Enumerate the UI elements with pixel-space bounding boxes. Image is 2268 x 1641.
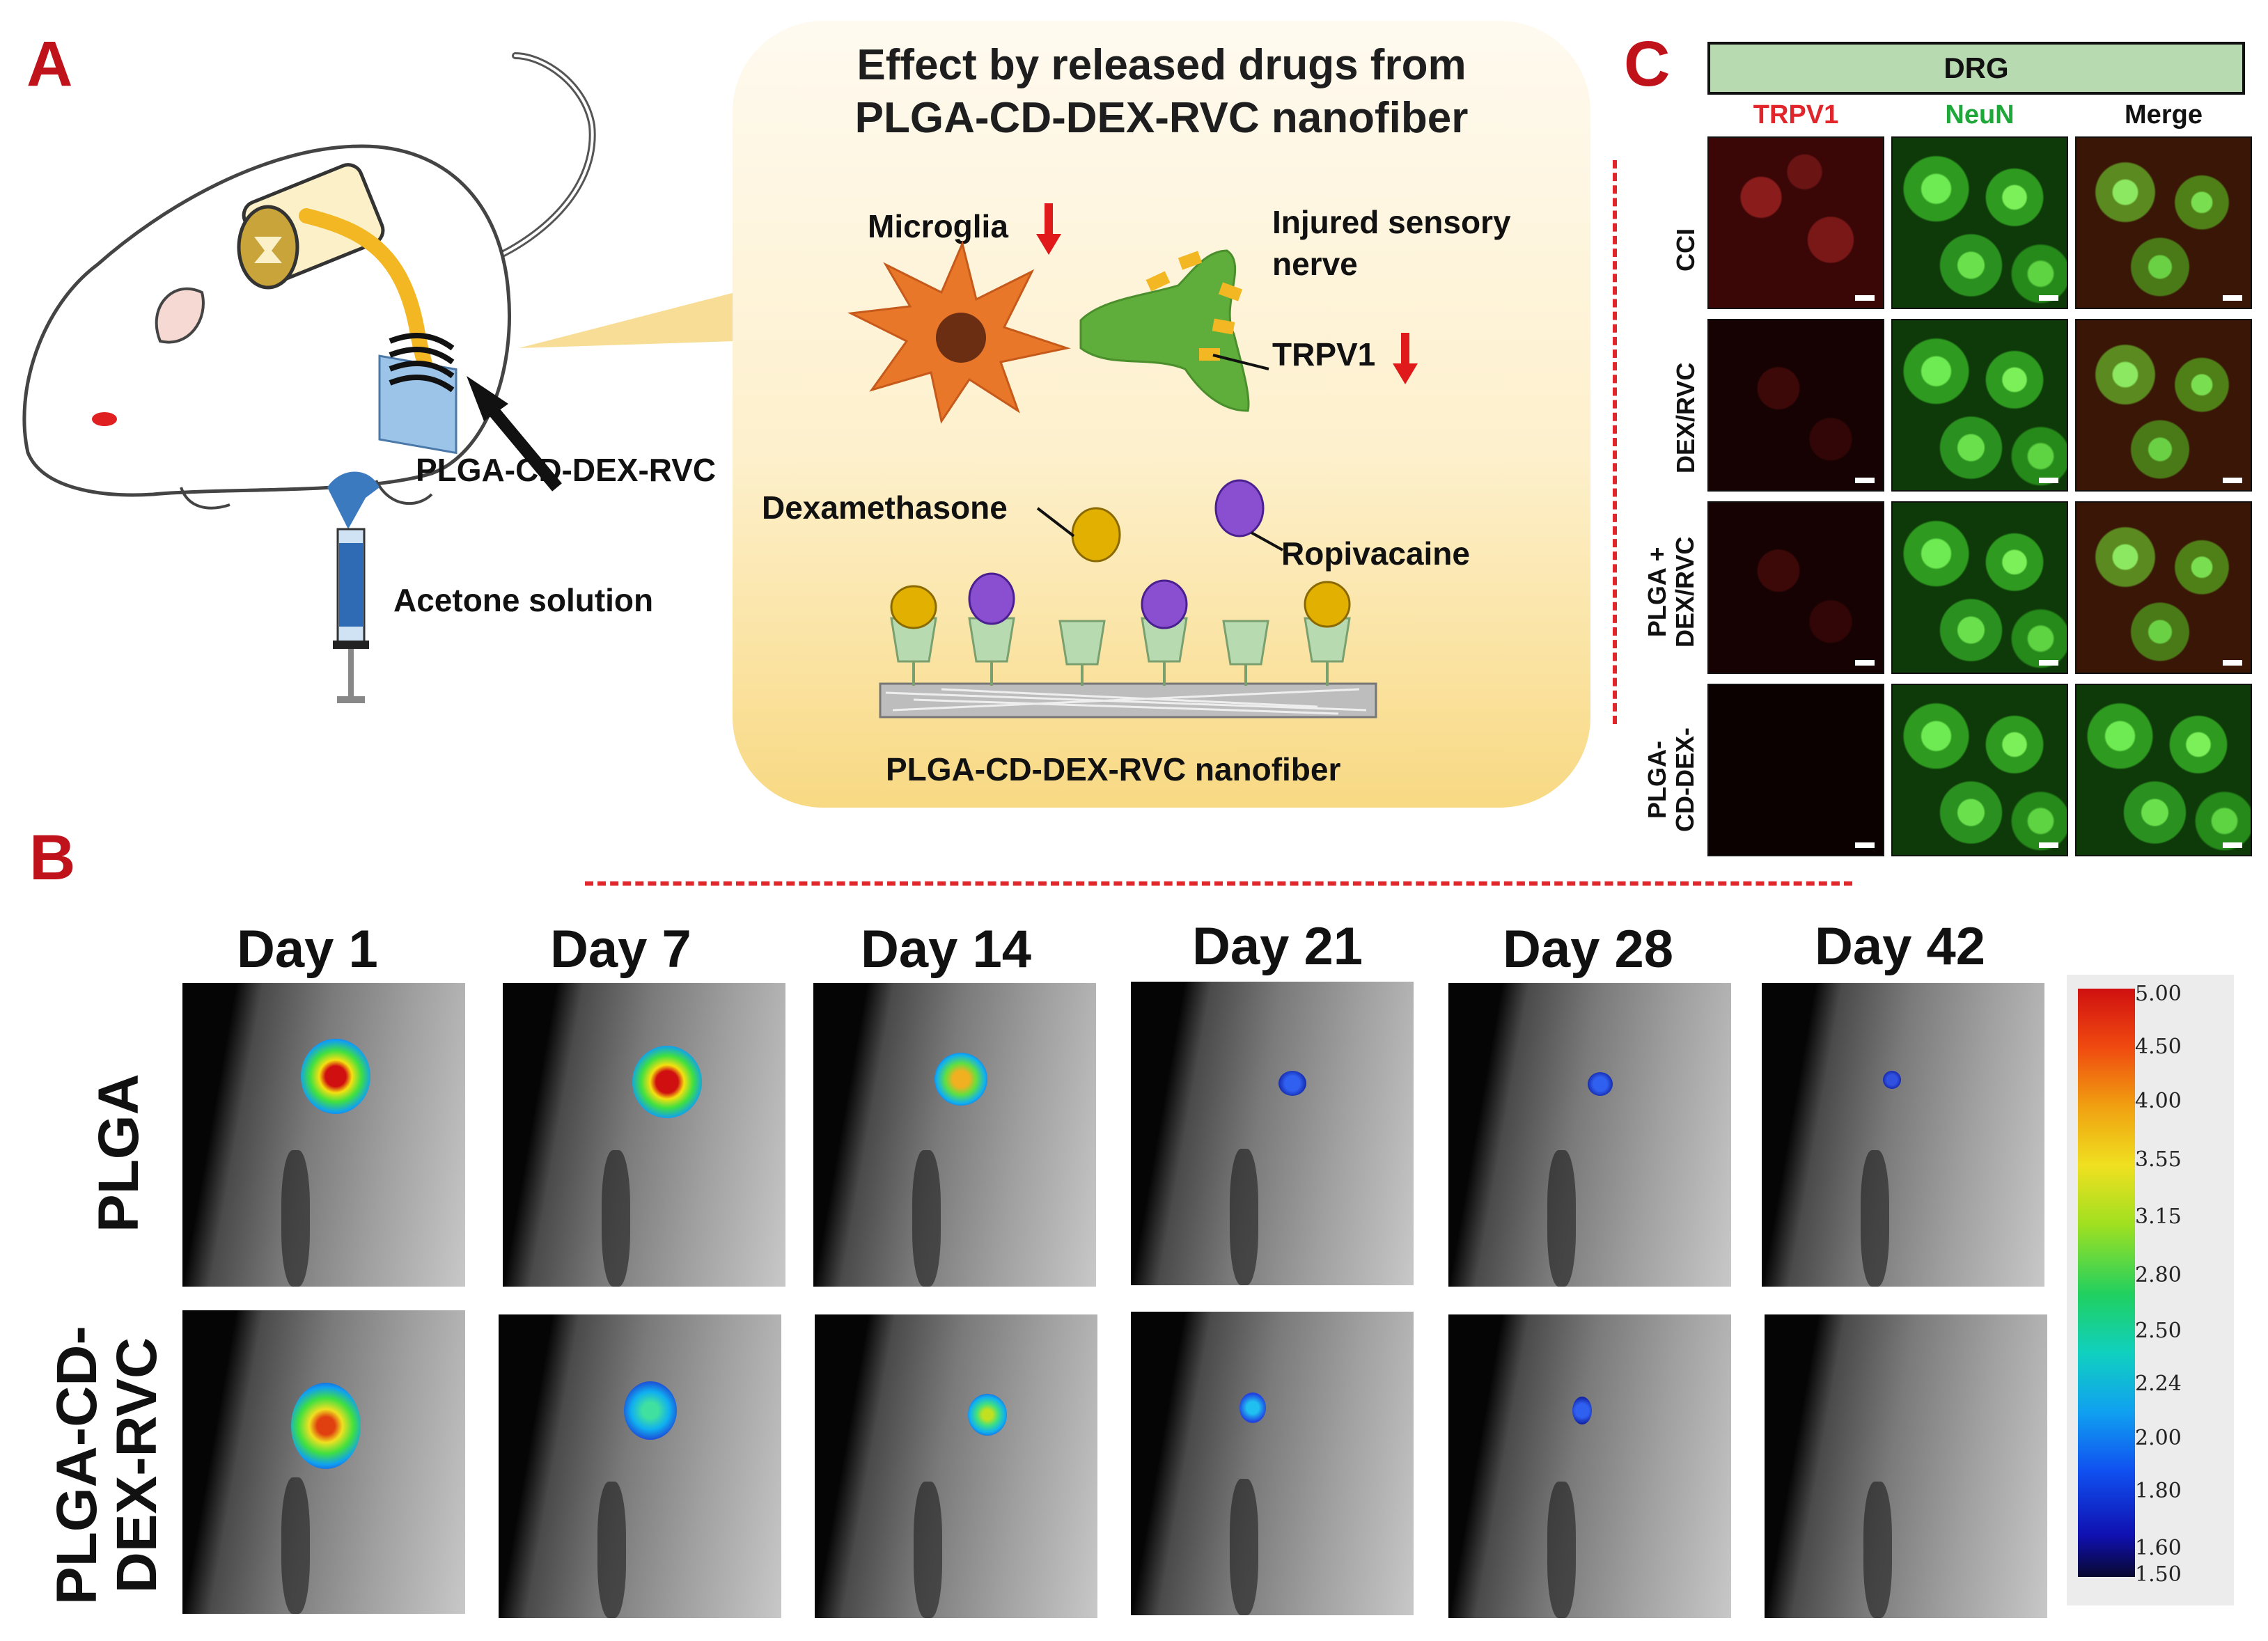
fluorescence-spot [1572, 1397, 1592, 1424]
colorbar-tick: 2.50 [2135, 1319, 2182, 1343]
col-label-trpv1: TRPV1 [1753, 100, 1839, 129]
day-label-42: Day 42 [1815, 917, 1986, 976]
micrograph-dexrvc-trpv1 [1707, 319, 1884, 492]
colorbar-tick: 3.55 [2135, 1147, 2182, 1172]
panel-label-a: A [26, 29, 73, 100]
day-label-28: Day 28 [1503, 920, 1674, 979]
syringe-icon [327, 471, 380, 703]
ivis-plgacd-day7 [499, 1314, 781, 1618]
sensory-nerve-icon [1079, 249, 1269, 412]
rat-ear [155, 287, 205, 344]
micrograph-plga-dexrvc-trpv1 [1707, 501, 1884, 674]
fluorescence-spot [1278, 1071, 1306, 1096]
micrograph-plgacd-trpv1 [1707, 684, 1884, 856]
trpv1-label: TRPV1 [1272, 336, 1376, 372]
micrograph-plga-dexrvc-neun [1891, 501, 2068, 674]
fluorescence-spot [1239, 1392, 1266, 1423]
ivis-plga-day1 [182, 983, 465, 1287]
zoom-beam [519, 292, 735, 348]
panel-label-b: B [29, 822, 76, 893]
colorbar-tick: 4.00 [2135, 1089, 2182, 1113]
dashed-divider-horizontal [585, 881, 1852, 886]
fluorescence-spot [291, 1383, 361, 1469]
implant-arrow-icon [483, 400, 562, 492]
rat-schematic [22, 52, 735, 703]
injection-label: Acetone solution [393, 582, 654, 618]
row-label-dex-rvc: DEX/RVC [1671, 362, 1700, 473]
row-label-cci: CCI [1671, 228, 1700, 272]
fluorescence-spot [968, 1394, 1007, 1436]
fluorescence-spot [624, 1381, 677, 1440]
dexamethasone-label: Dexamethasone [762, 489, 1008, 526]
nerve-label-line1: Injured sensory [1272, 204, 1511, 240]
day-label-7: Day 7 [550, 920, 691, 979]
ivis-plga-day21 [1131, 982, 1414, 1285]
nerve-label-line2: nerve [1272, 246, 1358, 282]
day-label-1: Day 1 [237, 920, 378, 979]
ivis-plgacd-day28 [1448, 1314, 1731, 1618]
cyclodextrin-cups [890, 572, 1351, 686]
col-label-merge: Merge [2125, 100, 2203, 129]
colorbar-tick: 1.50 [2135, 1562, 2182, 1587]
ivis-plga-day7 [503, 983, 785, 1287]
implant-label: PLGA-CD-DEX-RVC [416, 452, 717, 488]
micrograph-plgacd-neun [1891, 684, 2068, 856]
micrograph-cci-neun [1891, 136, 2068, 309]
ivis-plga-day14 [813, 983, 1096, 1287]
panel-label-c: C [1624, 29, 1671, 100]
mechanism-title-line1: Effect by released drugs from [857, 41, 1467, 89]
fluorescence-spot [1883, 1071, 1901, 1089]
micrograph-plgacd-merge [2075, 684, 2252, 856]
day-label-21: Day 21 [1192, 917, 1363, 976]
microglia-cell-icon [847, 240, 1071, 424]
micrograph-plga-dexrvc-merge [2075, 501, 2252, 674]
colorbar-tick: 4.50 [2135, 1035, 2182, 1059]
free-ropivacaine-icon [1214, 479, 1265, 537]
colorbar-tick: 2.24 [2135, 1372, 2182, 1396]
fluorescence-spot [632, 1046, 702, 1118]
ropivacaine-label: Ropivacaine [1281, 535, 1470, 572]
mechanism-box: Effect by released drugs from PLGA-CD-DE… [733, 21, 1590, 808]
micrograph-dexrvc-neun [1891, 319, 2068, 492]
colorbar-tick: 1.60 [2135, 1536, 2182, 1560]
col-label-neun: NeuN [1945, 100, 2015, 129]
colorbar-tick: 3.15 [2135, 1204, 2182, 1229]
dashed-divider-vertical [1613, 160, 1617, 724]
colorbar-tick: 1.80 [2135, 1479, 2182, 1503]
colorbar-tick: 2.80 [2135, 1263, 2182, 1287]
free-dexamethasone-icon [1071, 507, 1121, 563]
row-label-plga-cd-dex: PLGA- CD-DEX- [1643, 728, 1699, 832]
ivis-plga-day42 [1762, 983, 2044, 1287]
ivis-plgacd-day14 [815, 1314, 1097, 1618]
ivis-plgacd-day21 [1131, 1312, 1414, 1615]
microglia-label: Microglia [868, 208, 1008, 244]
ivis-plga-day28 [1448, 983, 1731, 1287]
fluorescence-spot [934, 1053, 987, 1106]
row-label-plga: PLGA [87, 1074, 150, 1232]
micrograph-cci-merge [2075, 136, 2252, 309]
colorbar [2078, 989, 2135, 1577]
mechanism-title-line2: PLGA-CD-DEX-RVC nanofiber [854, 94, 1469, 142]
ivis-plgacd-day42 [1765, 1314, 2047, 1618]
fluorescence-spot [301, 1039, 370, 1114]
rat-eye [92, 412, 117, 426]
mechanism-graphics [847, 203, 1418, 719]
colorbar-tick: 5.00 [2135, 982, 2182, 1006]
trpv1-down-arrow-icon [1393, 333, 1418, 384]
row-label-plga-cd-dex-rvc: PLGA-CD- DEX-RVC [45, 1326, 169, 1605]
nanofiber-label: PLGA-CD-DEX-RVC nanofiber [886, 751, 1341, 787]
day-label-14: Day 14 [861, 920, 1032, 979]
row-label-plga-dex-rvc: PLGA + DEX/RVC [1643, 536, 1699, 647]
micrograph-dexrvc-merge [2075, 319, 2252, 492]
microglia-down-arrow-icon [1036, 203, 1061, 255]
fluorescence-spot [1588, 1072, 1613, 1096]
ivis-plgacd-day1 [182, 1310, 465, 1614]
colorbar-tick: 2.00 [2135, 1426, 2182, 1450]
micrograph-cci-trpv1 [1707, 136, 1884, 309]
drg-header: DRG [1707, 42, 2245, 95]
